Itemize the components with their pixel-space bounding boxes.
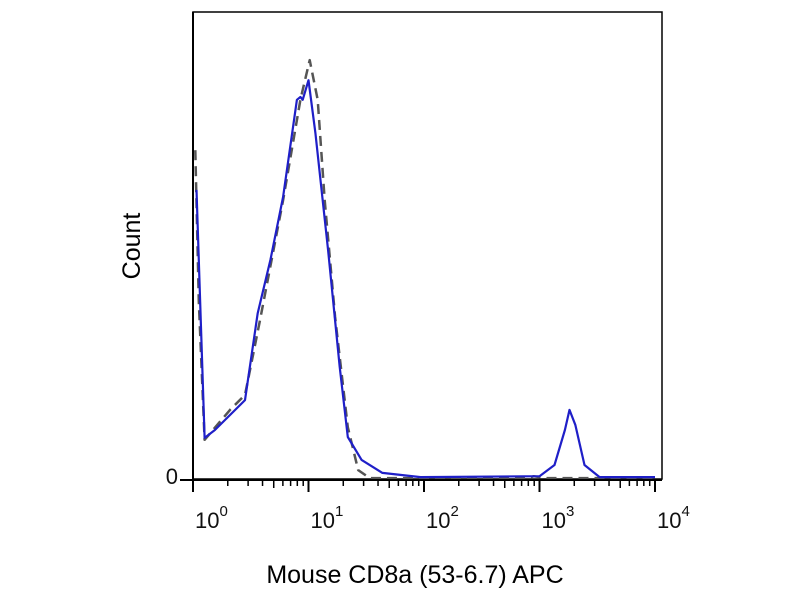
x-axis-title: Mouse CD8a (53-6.7) APC <box>266 561 563 589</box>
x-tick-label-3: 103 <box>542 503 575 533</box>
plot-frame <box>192 11 663 480</box>
stained-histogram-line <box>195 79 655 479</box>
x-tick-label-2: 102 <box>426 503 459 533</box>
y-axis-title: Count <box>118 213 146 280</box>
x-tick-label-4: 104 <box>657 503 690 533</box>
y-tick-label-0: 0 <box>166 464 178 489</box>
x-tick-label-0: 100 <box>195 503 228 533</box>
x-tick-label-1: 101 <box>311 503 344 533</box>
control-histogram-line <box>194 58 655 480</box>
